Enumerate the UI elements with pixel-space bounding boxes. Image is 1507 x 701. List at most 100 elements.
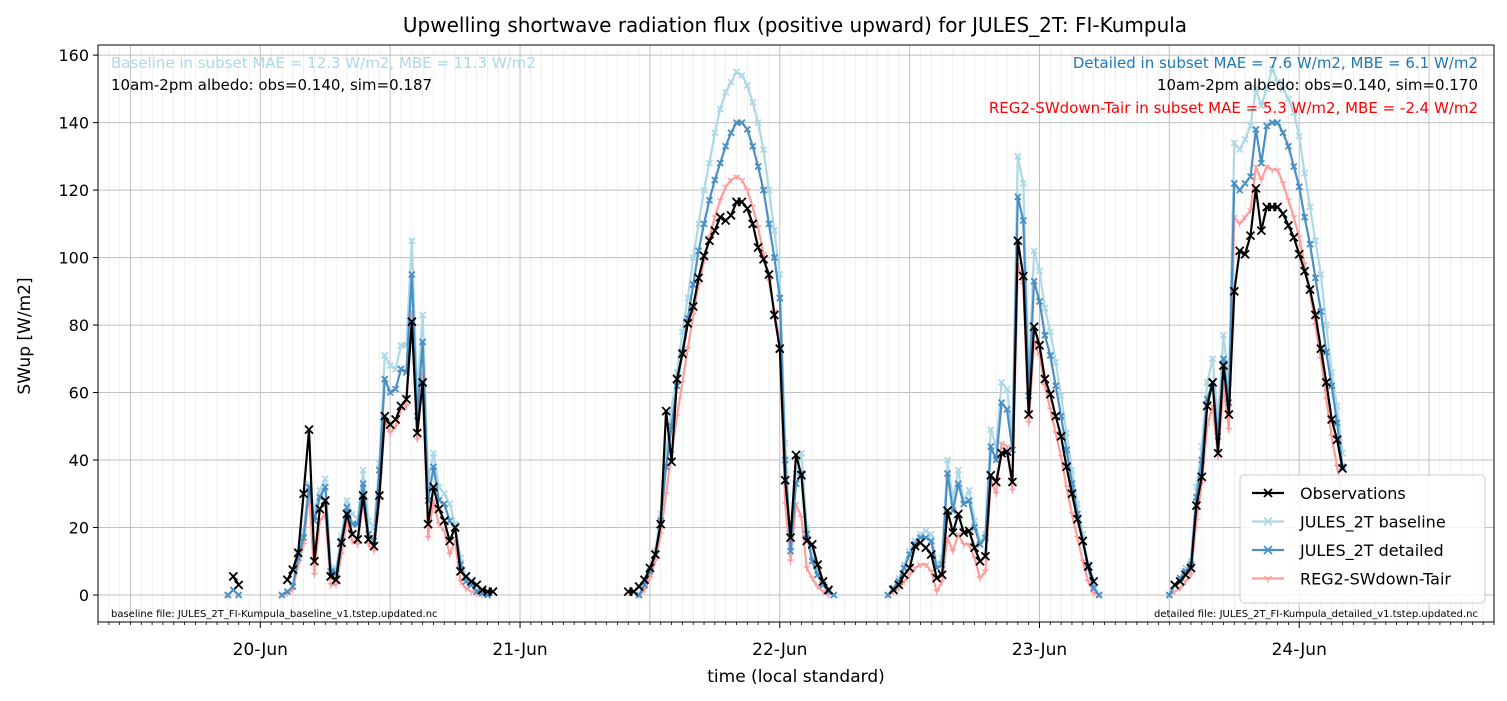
data-point [775, 344, 785, 354]
data-point [331, 575, 341, 585]
data-point [1322, 321, 1330, 329]
data-point [397, 365, 405, 373]
data-point [943, 456, 952, 464]
data-point [348, 538, 356, 545]
data-point [1236, 186, 1244, 194]
data-point [403, 403, 410, 410]
data-point [1316, 344, 1326, 354]
data-point [289, 582, 297, 591]
data-point [1040, 374, 1050, 384]
data-point [358, 490, 368, 501]
data-point [910, 541, 920, 551]
data-point [937, 570, 947, 580]
data-point [922, 562, 930, 569]
data-point [1289, 232, 1299, 242]
data-point [1278, 209, 1288, 219]
data-point [992, 456, 1000, 464]
data-point [716, 105, 724, 113]
legend-label: JULES_2T detailed [1299, 541, 1444, 561]
data-point [749, 142, 757, 150]
data-point [943, 469, 952, 478]
data-point [758, 254, 769, 264]
data-point [326, 571, 336, 582]
data-point [650, 549, 660, 560]
data-point [235, 591, 243, 599]
data-point [321, 474, 329, 483]
data-point [1208, 377, 1218, 388]
data-point [1035, 297, 1044, 306]
data-point [980, 551, 991, 561]
data-point [1007, 477, 1018, 487]
data-point [439, 516, 449, 526]
data-point [1213, 448, 1223, 458]
data-point [1300, 213, 1309, 221]
data-point [1225, 427, 1233, 434]
data-point [921, 543, 931, 553]
data-point [802, 536, 812, 546]
data-point [1045, 389, 1055, 399]
data-point [381, 351, 389, 360]
data-point [1219, 331, 1228, 339]
data-point [1263, 545, 1273, 555]
data-point [1241, 179, 1249, 187]
data-point [1218, 360, 1229, 371]
data-point [780, 475, 790, 485]
data-point [1236, 221, 1244, 228]
data-point [689, 280, 697, 289]
data-point [997, 399, 1006, 407]
data-point [1257, 102, 1265, 110]
data-point [754, 118, 762, 127]
data-point [429, 463, 438, 471]
data-point [1252, 85, 1260, 93]
data-point [700, 186, 708, 194]
y-tick-label: 140 [58, 114, 89, 133]
data-point [672, 374, 682, 384]
data-point [1263, 488, 1273, 498]
legend-box [1239, 474, 1486, 604]
y-tick-label: 40 [69, 451, 89, 470]
data-point [1018, 271, 1028, 281]
data-point [716, 159, 724, 167]
data-point [981, 569, 989, 575]
data-point [1300, 169, 1309, 177]
data-point [1030, 247, 1038, 255]
y-tick-label: 120 [58, 181, 89, 200]
data-point [1337, 463, 1348, 474]
data-point [224, 591, 232, 599]
data-point [424, 535, 432, 542]
data-point [948, 527, 958, 538]
data-point [987, 442, 995, 451]
data-point [1285, 197, 1292, 204]
data-point [1306, 240, 1314, 248]
data-point [1224, 409, 1234, 420]
data-point [656, 519, 666, 529]
data-point [1165, 591, 1173, 599]
data-point [733, 174, 740, 181]
data-point [1246, 122, 1255, 130]
data-point [987, 426, 995, 434]
legend: Observations JULES_2T baseline JULES_2T de… [1239, 474, 1486, 604]
data-point [477, 585, 487, 595]
data-point [661, 406, 671, 416]
data-point [1311, 237, 1320, 245]
data-point [343, 503, 351, 511]
x-tick-label: 21-Jun [492, 640, 547, 660]
data-point [818, 576, 828, 587]
data-point [401, 394, 412, 404]
data-point [1014, 193, 1022, 201]
data-point [796, 470, 807, 480]
data-point [722, 142, 730, 150]
data-point [889, 584, 898, 592]
data-point [711, 129, 719, 137]
data-point [743, 187, 751, 194]
data-point [1295, 235, 1303, 241]
data-point [283, 587, 292, 596]
data-point [428, 482, 439, 492]
data-point [742, 204, 752, 214]
data-point [688, 301, 698, 312]
data-point [732, 118, 741, 127]
data-point [722, 184, 730, 191]
x-axis-label: time (local standard) [707, 667, 885, 687]
data-point [408, 270, 416, 279]
